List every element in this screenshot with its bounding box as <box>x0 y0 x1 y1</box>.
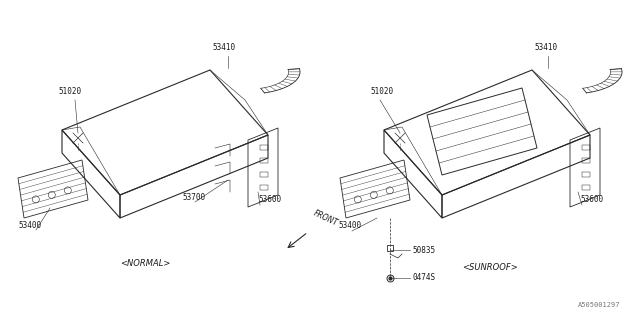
Text: 50835: 50835 <box>412 245 435 254</box>
Text: A505001297: A505001297 <box>577 302 620 308</box>
Text: 53600: 53600 <box>258 195 281 204</box>
Text: <SUNROOF>: <SUNROOF> <box>462 263 518 272</box>
Text: 53400: 53400 <box>18 221 41 230</box>
Text: 53410: 53410 <box>534 43 557 52</box>
Text: 51020: 51020 <box>370 87 393 96</box>
Text: 51020: 51020 <box>58 87 81 96</box>
Text: 0474S: 0474S <box>412 274 435 283</box>
Text: 53600: 53600 <box>580 195 603 204</box>
Text: 53410: 53410 <box>212 43 235 52</box>
Text: 53700: 53700 <box>182 193 205 202</box>
Text: <NORMAL>: <NORMAL> <box>120 259 170 268</box>
Text: FRONT: FRONT <box>312 209 339 228</box>
Text: 53400: 53400 <box>338 221 361 230</box>
